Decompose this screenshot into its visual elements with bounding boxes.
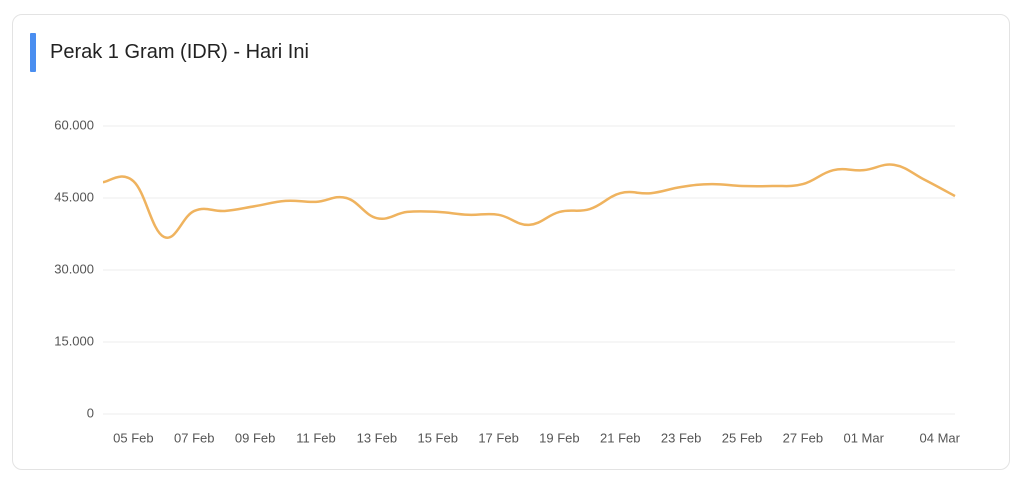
x-tick-label: 07 Feb (174, 430, 214, 445)
x-tick-label: 25 Feb (722, 430, 762, 445)
x-tick-label: 23 Feb (661, 430, 701, 445)
y-tick-label: 60.000 (54, 117, 94, 132)
line-series (102, 163, 956, 239)
y-tick-label: 30.000 (54, 261, 94, 276)
x-tick-label: 19 Feb (539, 430, 579, 445)
y-tick-label: 0 (87, 405, 94, 420)
x-tick-label: 09 Feb (235, 430, 275, 445)
x-tick-label: 01 Mar (843, 430, 884, 445)
chart-title: Perak 1 Gram (IDR) - Hari Ini (50, 41, 309, 63)
x-tick-label: 27 Feb (783, 430, 823, 445)
x-tick-label: 15 Feb (417, 430, 457, 445)
y-tick-label: 15.000 (54, 333, 94, 348)
x-tick-label: 04 Mar (920, 430, 961, 445)
x-tick-label: 21 Feb (600, 430, 640, 445)
x-tick-label: 13 Feb (357, 430, 397, 445)
x-tick-label: 05 Feb (113, 430, 153, 445)
x-tick-label: 11 Feb (296, 430, 336, 445)
x-tick-label: 17 Feb (478, 430, 518, 445)
title-accent (30, 33, 36, 72)
y-tick-label: 45.000 (54, 189, 94, 204)
chart-card (12, 14, 1010, 470)
